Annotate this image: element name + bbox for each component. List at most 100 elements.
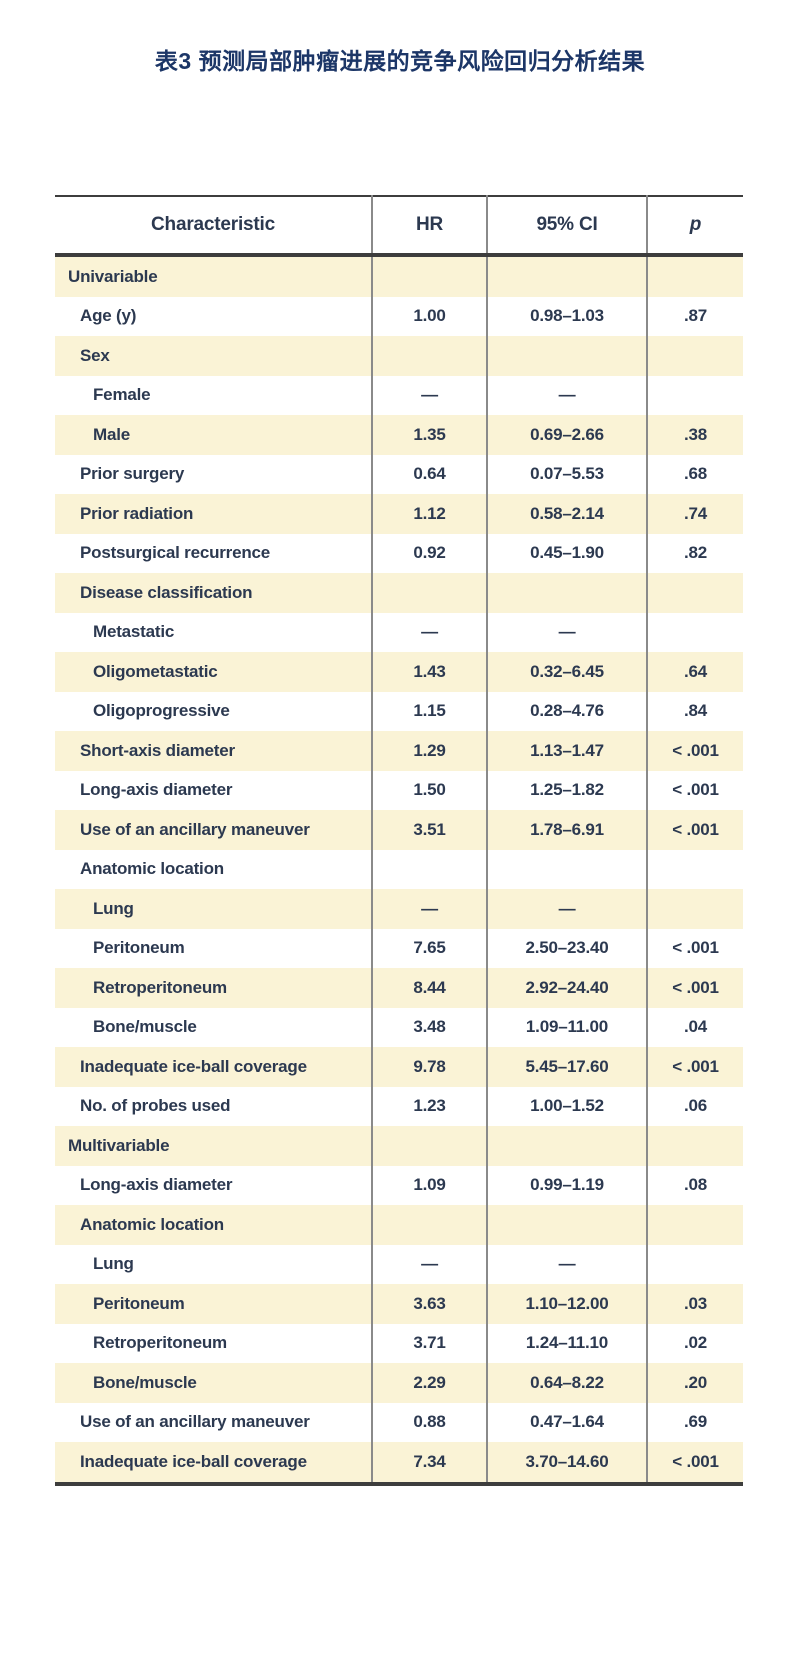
- characteristic-cell: Peritoneum: [55, 1284, 372, 1324]
- hr-cell: 3.71: [371, 1323, 487, 1363]
- ci-cell: —: [486, 889, 647, 929]
- ci-cell: [486, 849, 647, 889]
- ci-cell: 0.58–2.14: [486, 494, 647, 534]
- p-cell: [646, 336, 743, 376]
- table-row: No. of probes used 1.23 1.00–1.52.06: [55, 1086, 743, 1126]
- characteristic-cell: Oligoprogressive: [55, 691, 372, 731]
- characteristic-cell: Inadequate ice-ball coverage: [55, 1047, 372, 1087]
- characteristic-cell: Use of an ancillary maneuver: [55, 810, 372, 850]
- table-row: Retroperitoneum 3.71 1.24–11.10.02: [55, 1323, 743, 1363]
- characteristic-cell: Peritoneum: [55, 928, 372, 968]
- ci-cell: 1.24–11.10: [486, 1323, 647, 1363]
- hr-cell: 1.23: [371, 1086, 487, 1126]
- table-row: Use of an ancillary maneuver 3.51 1.78–6.9…: [55, 810, 743, 850]
- hr-cell: 0.92: [371, 533, 487, 573]
- characteristic-cell: Metastatic: [55, 612, 372, 652]
- p-cell: < .001: [646, 810, 743, 850]
- p-cell: < .001: [646, 1442, 743, 1484]
- p-cell: .69: [646, 1402, 743, 1442]
- table-row: Lung — —: [55, 1244, 743, 1284]
- ci-cell: 3.70–14.60: [486, 1442, 647, 1484]
- characteristic-cell: Lung: [55, 1244, 372, 1284]
- characteristic-cell: Female: [55, 375, 372, 415]
- page-title: 表3 预测局部肿瘤进展的竞争风险回归分析结果: [154, 48, 646, 74]
- p-cell: [646, 573, 743, 613]
- column-header-ci: 95% CI: [486, 196, 647, 257]
- table-row: Long-axis diameter 1.50 1.25–1.82 < .001: [55, 770, 743, 810]
- table-row: Female — —: [55, 375, 743, 415]
- regression-results-table: Characteristic HR 95% CI p Univariable Ag…: [55, 195, 743, 1486]
- column-header-hr: HR: [371, 196, 487, 257]
- p-cell: [646, 1244, 743, 1284]
- characteristic-cell: No. of probes used: [55, 1086, 372, 1126]
- characteristic-cell: Retroperitoneum: [55, 1323, 372, 1363]
- table-row: Lung — —: [55, 889, 743, 929]
- characteristic-cell: Short-axis diameter: [55, 731, 372, 771]
- ci-cell: 0.45–1.90: [486, 533, 647, 573]
- hr-cell: 1.43: [371, 652, 487, 692]
- table-row: Oligometastatic 1.43 0.32–6.45.64: [55, 652, 743, 692]
- characteristic-cell: Postsurgical recurrence: [55, 533, 372, 573]
- ci-cell: 2.92–24.40: [486, 968, 647, 1008]
- ci-cell: —: [486, 375, 647, 415]
- characteristic-cell: Disease classification: [55, 573, 372, 613]
- hr-cell: 3.51: [371, 810, 487, 850]
- ci-cell: 0.32–6.45: [486, 652, 647, 692]
- table-row: Long-axis diameter 1.09 0.99–1.19.08: [55, 1165, 743, 1205]
- ci-cell: —: [486, 612, 647, 652]
- ci-cell: 0.07–5.53: [486, 454, 647, 494]
- ci-cell: 1.13–1.47: [486, 731, 647, 771]
- p-cell: [646, 612, 743, 652]
- ci-cell: 0.69–2.66: [486, 415, 647, 455]
- table-row: Bone/muscle 2.29 0.64–8.22.20: [55, 1363, 743, 1403]
- ci-cell: 5.45–17.60: [486, 1047, 647, 1087]
- hr-cell: 9.78: [371, 1047, 487, 1087]
- hr-cell: [371, 1205, 487, 1245]
- table-row: Inadequate ice-ball coverage 9.78 5.45–17.…: [55, 1047, 743, 1087]
- table-row: Use of an ancillary maneuver 0.88 0.47–1.6…: [55, 1402, 743, 1442]
- p-cell: [646, 889, 743, 929]
- table-row: Oligoprogressive 1.15 0.28–4.76.84: [55, 691, 743, 731]
- ci-cell: 0.98–1.03: [486, 296, 647, 336]
- hr-cell: 7.34: [371, 1442, 487, 1484]
- p-cell: [646, 849, 743, 889]
- table-row: Short-axis diameter 1.29 1.13–1.47 < .001: [55, 731, 743, 771]
- hr-cell: 3.48: [371, 1007, 487, 1047]
- hr-cell: 1.50: [371, 770, 487, 810]
- hr-cell: 2.29: [371, 1363, 487, 1403]
- ci-cell: —: [486, 1244, 647, 1284]
- ci-cell: 1.25–1.82: [486, 770, 647, 810]
- characteristic-cell: Anatomic location: [55, 849, 372, 889]
- p-cell: .82: [646, 533, 743, 573]
- ci-cell: 0.28–4.76: [486, 691, 647, 731]
- hr-cell: 7.65: [371, 928, 487, 968]
- table-row: Male 1.35 0.69–2.66.38: [55, 415, 743, 455]
- table-row: Prior radiation 1.12 0.58–2.14.74: [55, 494, 743, 534]
- p-cell: .64: [646, 652, 743, 692]
- p-cell: .74: [646, 494, 743, 534]
- column-header-characteristic: Characteristic: [55, 196, 372, 257]
- characteristic-cell: Multivariable: [55, 1126, 372, 1166]
- p-cell: < .001: [646, 770, 743, 810]
- characteristic-cell: Use of an ancillary maneuver: [55, 1402, 372, 1442]
- characteristic-cell: Retroperitoneum: [55, 968, 372, 1008]
- hr-cell: [371, 573, 487, 613]
- header-row: Characteristic HR 95% CI p: [55, 196, 743, 257]
- p-cell: [646, 1205, 743, 1245]
- hr-cell: 1.29: [371, 731, 487, 771]
- column-header-p: p: [646, 196, 743, 257]
- table-row: Multivariable: [55, 1126, 743, 1166]
- table-row: Inadequate ice-ball coverage 7.34 3.70–14.…: [55, 1442, 743, 1484]
- hr-cell: [371, 1126, 487, 1166]
- p-cell: .02: [646, 1323, 743, 1363]
- table-row: Metastatic — —: [55, 612, 743, 652]
- p-cell: .84: [646, 691, 743, 731]
- ci-cell: [486, 255, 647, 297]
- hr-cell: [371, 255, 487, 297]
- p-cell: .04: [646, 1007, 743, 1047]
- table-row: Peritoneum 7.65 2.50–23.40 < .001: [55, 928, 743, 968]
- hr-cell: —: [371, 889, 487, 929]
- characteristic-cell: Prior surgery: [55, 454, 372, 494]
- table-row: Anatomic location: [55, 1205, 743, 1245]
- hr-cell: [371, 336, 487, 376]
